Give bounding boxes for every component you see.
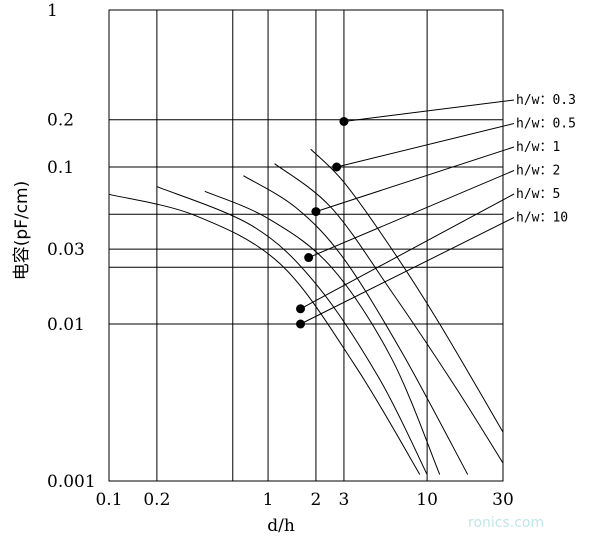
legend-label: h/w：1 — [516, 140, 560, 155]
legend-leader-line — [300, 193, 515, 310]
y-tick-label: 0.03 — [47, 240, 85, 260]
series-marker — [304, 253, 314, 263]
x-tick-label: 0.2 — [143, 490, 170, 510]
legend-label: h/w：5 — [516, 187, 560, 202]
y-tick-label: 0.1 — [47, 158, 74, 178]
legend-leader-line — [336, 123, 515, 168]
legend-leader-line — [300, 217, 515, 325]
series-marker — [339, 116, 349, 126]
watermark-text: ronics.com — [468, 515, 544, 531]
x-tick-label: 10 — [416, 490, 438, 510]
y-axis-label: 电容(pF/cm) — [12, 181, 32, 280]
y-tick-label: 0.001 — [47, 472, 96, 492]
x-tick-label: 0.1 — [95, 490, 122, 510]
x-tick-label: 3 — [339, 490, 350, 510]
series-curve — [108, 193, 421, 475]
y-tick-label: 0.2 — [47, 111, 74, 131]
series-marker — [296, 304, 306, 314]
legend-label: h/w：0.5 — [516, 117, 576, 132]
series-marker — [311, 207, 321, 217]
series-curve — [310, 148, 504, 433]
series-marker — [296, 319, 306, 329]
legend-leader-line — [343, 99, 515, 122]
x-axis-label: d/h — [267, 516, 295, 536]
legend-leader-line — [315, 146, 515, 213]
plot-frame — [108, 9, 504, 482]
x-tick-label: 30 — [492, 490, 514, 510]
y-tick-label: 0.01 — [47, 315, 85, 335]
series-marker — [332, 162, 342, 172]
series-curve — [274, 163, 504, 464]
legend-label: h/w：10 — [516, 211, 568, 226]
x-tick-label: 1 — [263, 490, 274, 510]
series-curve — [204, 190, 441, 475]
series-curve — [156, 186, 428, 475]
y-tick-label: 1 — [47, 1, 58, 21]
legend-label: h/w：0.3 — [516, 93, 576, 108]
legend-label: h/w：2 — [516, 164, 560, 179]
legend-leader-line — [308, 170, 515, 259]
series-curve — [243, 175, 469, 475]
x-tick-label: 2 — [311, 490, 322, 510]
